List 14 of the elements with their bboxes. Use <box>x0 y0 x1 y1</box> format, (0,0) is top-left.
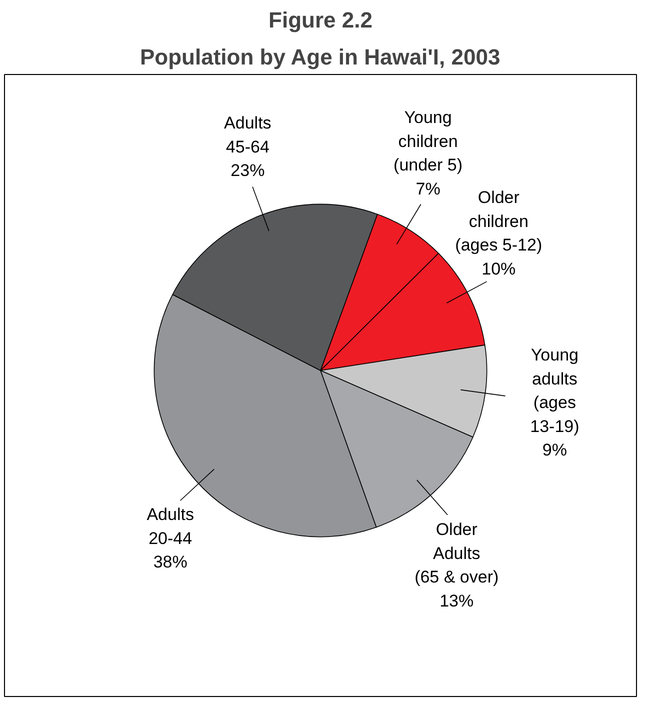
slice-label: Adults 20-44 <box>146 505 194 548</box>
data-label: 13% <box>440 591 474 610</box>
slice-label: Adults 45-64 <box>224 114 272 156</box>
legend-label: Young adults (ages 13-19) <box>530 346 580 436</box>
slice-label: Older children (ages 5-12) <box>455 188 542 255</box>
slice-label: Older Adults (65 & over) <box>414 520 499 587</box>
slice-label: Young children (under 5) <box>394 108 463 175</box>
chart-title: Figure 2.2 <box>268 8 372 32</box>
data-label: 23% <box>230 161 265 180</box>
chart-subtitle: Population by Age in Hawai'I, 2003 <box>140 44 500 70</box>
data-label: 38% <box>153 552 188 572</box>
data-label: 10% <box>482 259 516 278</box>
data-label: 7% <box>416 179 440 198</box>
data-label: 9% <box>542 440 567 460</box>
